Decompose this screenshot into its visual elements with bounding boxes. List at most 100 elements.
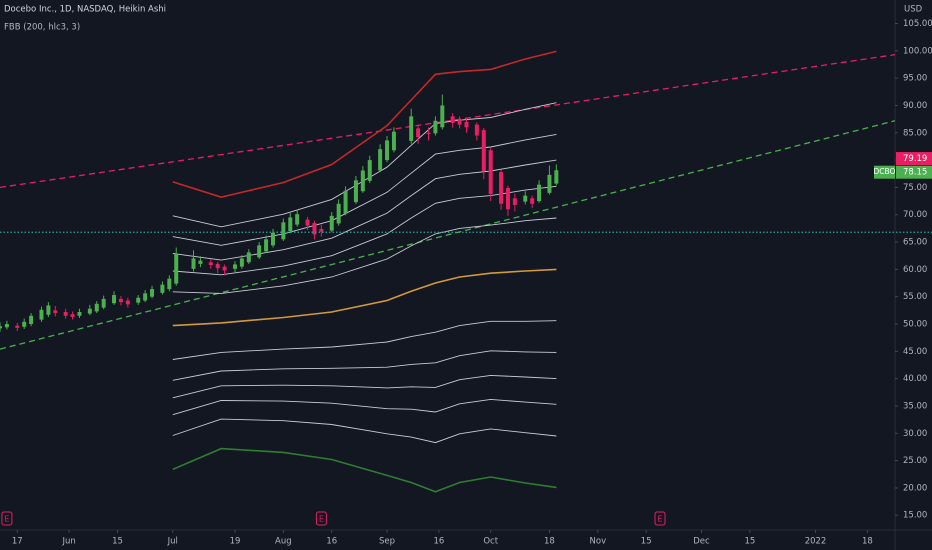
y-tick-label: 35.00 [903,401,927,411]
price-tag [896,152,932,166]
band-line [172,50,557,199]
band-line [172,418,557,444]
candle-body [481,130,486,172]
x-tick-label: 16 [326,537,337,547]
candle-body [4,324,9,328]
price-tag [896,165,932,179]
x-tick-label: 17 [12,537,23,547]
candle-body [288,217,293,232]
candle-body [160,284,165,293]
candle-body [39,309,44,320]
indicator-label: FBB (200, hlc3, 3) [4,23,80,33]
x-tick-label: 18 [544,537,555,547]
event-marker [1,511,13,526]
candle-body [118,298,123,303]
chart-title: Docebo Inc., 1D, NASDAQ, Heikin Ashi [4,5,166,15]
x-tick-label: Sep [379,537,395,547]
y-tick-label: 100.00 [903,46,932,56]
price-tag-label: 78.15 [903,168,927,178]
candle-body [426,132,431,134]
candle-body [264,239,269,252]
candle-body [378,149,383,171]
candle-body [29,315,34,325]
candle-body [329,215,334,231]
x-tick-label: 16 [433,537,444,547]
x-tick-label: Jun [61,537,75,547]
y-tick-label: 20.00 [903,483,927,493]
candle-body [319,228,324,232]
candle-body [464,121,469,128]
candle-body [554,170,559,184]
candle-body [523,195,528,202]
event-label: E [657,515,662,524]
y-tick-label: 105.00 [903,19,932,29]
candle-body [208,262,213,265]
y-tick-label: 15.00 [903,511,927,521]
candle-body [101,298,106,308]
candle-body [505,187,510,210]
candle-body [512,198,517,205]
candle-body [167,278,172,290]
y-tick-label: 85.00 [903,128,927,138]
candle-body [457,119,462,125]
candle-body [312,222,317,235]
band-line [172,217,557,294]
band-line [172,350,557,381]
trend-line [0,53,895,189]
band-line [172,102,557,228]
x-tick-label: 19 [230,537,241,547]
candle-body [15,325,20,328]
candle-body [336,203,341,224]
y-tick-label: 65.00 [903,238,927,248]
candle-body [143,293,148,301]
candle-body [353,180,358,203]
candle-body [433,120,438,134]
x-tick-label: Nov [590,537,607,547]
candle-body [0,326,2,329]
band-line [172,374,557,399]
event-marker [654,511,666,526]
band-line [172,133,557,246]
candle-body [53,310,58,314]
candle-body [246,252,251,263]
candle-body [87,308,92,314]
candle-body [46,305,51,315]
y-tick-label: 25.00 [903,456,927,466]
y-tick-label: 30.00 [903,429,927,439]
candle-body [198,260,203,264]
x-tick-label: 2022 [805,537,827,547]
plot [0,50,895,493]
candle-body [416,128,421,138]
candle-body [191,258,196,269]
y-tick-label: 45.00 [903,347,927,357]
candle-body [281,222,286,240]
candle-body [22,321,27,327]
x-tick-label: 15 [112,537,123,547]
x-tick-label: 18 [862,537,873,547]
x-tick-label: Jul [167,537,178,547]
candle-body [150,289,155,297]
candle-body [222,266,227,271]
y-tick-label: 50.00 [903,320,927,330]
x-tick-label: Oct [483,537,498,547]
candle-body [239,258,244,267]
candle-body [174,254,179,284]
candle-body [112,295,117,304]
event-label: E [4,515,9,524]
candle-body [547,174,552,193]
x-tick-label: Aug [275,537,292,547]
candle-body [232,264,237,269]
candle-body [385,140,390,161]
candle-body [215,263,220,269]
candle-body [343,190,348,214]
candle-body [450,116,455,123]
band-line [172,398,557,416]
y-tick-label: 90.00 [903,101,927,111]
band-line [172,447,557,493]
candle-body [367,160,372,181]
candle-body [499,172,504,204]
candle-body [537,184,542,202]
candle-body [70,314,75,317]
price-tag-label: 79.19 [903,154,927,164]
trend-line [0,120,895,350]
